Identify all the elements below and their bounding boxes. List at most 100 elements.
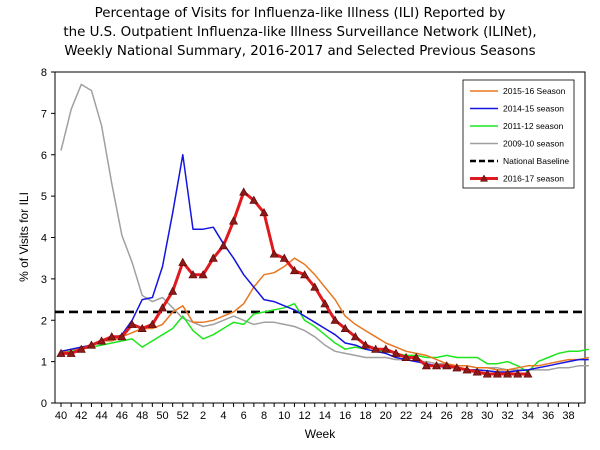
legend: 2015-16 Season 2014-15 season 2011-12 seas… (462, 79, 575, 189)
x-tick-label: 28 (461, 410, 473, 422)
y-tick-label: 5 (41, 191, 47, 203)
data-point-2016-17-season (157, 303, 168, 312)
y-tick-label: 8 (41, 67, 47, 79)
x-tick-label: 6 (241, 410, 247, 422)
x-tick-label: 52 (177, 410, 189, 422)
data-point-2016-17-season (350, 332, 360, 341)
legend-label: 2011-12 season (503, 121, 564, 131)
x-tick-label: 42 (75, 410, 87, 422)
series-layer (55, 83, 589, 378)
data-point-2016-17-season (188, 270, 198, 279)
data-point-2016-17-season (523, 369, 533, 378)
data-point-2016-17-season (259, 208, 269, 217)
data-point-2016-17-season (320, 299, 330, 308)
x-tick-label: 44 (95, 410, 107, 422)
title-line-1: Percentage of Visits for Influenza-like … (94, 6, 506, 21)
x-tick-label: 50 (156, 410, 168, 422)
x-tick-label: 4 (220, 410, 226, 422)
data-point-2016-17-season (421, 361, 431, 370)
x-tick-label: 34 (522, 410, 534, 422)
y-tick-label: 0 (41, 398, 47, 410)
data-point-2016-17-season (300, 270, 310, 279)
y-tick-label: 4 (41, 233, 47, 245)
y-tick-label: 1 (41, 357, 47, 369)
data-point-2016-17-season (340, 323, 350, 333)
x-tick-label: 36 (542, 410, 554, 422)
data-point-2016-17-season (239, 187, 249, 196)
x-tick-label: 12 (298, 410, 310, 422)
x-tick-label: 24 (420, 410, 432, 422)
data-point-2016-17-season (178, 257, 188, 266)
x-tick-label: 22 (400, 410, 412, 422)
data-point-2016-17-season (218, 241, 228, 250)
data-point-2016-17-season (310, 282, 320, 291)
series-line-2011-12-season (60, 302, 589, 373)
data-point-2016-17-season (462, 365, 472, 374)
data-point-2016-17-season (269, 249, 279, 258)
data-point-2016-17-season (137, 323, 147, 333)
x-tick-label: 32 (501, 410, 513, 422)
x-tick-label: 8 (261, 410, 267, 422)
data-point-2016-17-season (198, 270, 208, 279)
data-point-2016-17-season (56, 348, 66, 357)
data-point-2016-17-season (249, 195, 259, 204)
x-tick-label: 2 (200, 410, 206, 422)
data-point-2016-17-season (208, 253, 218, 262)
data-point-2016-17-season (381, 344, 391, 353)
data-point-2016-17-season (472, 367, 482, 376)
y-tick-label: 6 (41, 150, 47, 162)
data-point-2016-17-season (86, 340, 96, 349)
data-point-2016-17-season (127, 319, 137, 328)
chart-title: Percentage of Visits for Influenza-like … (0, 4, 600, 61)
data-point-2016-17-season (492, 369, 502, 378)
x-tick-label: 14 (319, 410, 331, 422)
x-axis-label: Week (305, 427, 336, 441)
y-axis: 0 1 2 3 4 5 6 7 8 (41, 67, 55, 410)
x-tick-label: 10 (278, 410, 290, 422)
x-tick-label: 30 (481, 410, 493, 422)
x-tick-label: 38 (562, 410, 574, 422)
legend-label: National Baseline (503, 156, 569, 166)
legend-label: 2015-16 Season (503, 86, 566, 96)
data-point-2016-17-season (371, 344, 381, 353)
title-line-3: Weekly National Summary, 2016-2017 and S… (64, 44, 536, 59)
x-tick-label: 20 (380, 410, 392, 422)
x-tick-label: 48 (136, 410, 148, 422)
data-point-2016-17-season (442, 361, 452, 370)
y-tick-label: 2 (41, 315, 47, 327)
data-point-2016-17-season (411, 352, 421, 361)
data-point-2016-17-season (452, 363, 462, 372)
legend-box (462, 79, 575, 189)
data-point-2016-17-season (97, 336, 107, 345)
series-line-2009-10-season (60, 83, 589, 371)
data-point-2016-17-season (432, 361, 442, 370)
data-point-2016-17-season (147, 319, 157, 328)
y-tick-label: 7 (41, 108, 47, 120)
series-line-2015-16-season (60, 257, 589, 371)
series-line-2016-17-season (61, 190, 528, 376)
x-axis: 40 42 44 46 48 50 52 2 4 6 8 10 12 14 16 18 20 22 24 26 28 30… (55, 403, 580, 422)
x-tick-label: 18 (359, 410, 371, 422)
data-point-2016-17-season (401, 352, 411, 361)
x-tick-label: 40 (55, 410, 67, 422)
y-tick-label: 3 (41, 274, 47, 286)
legend-marker (479, 174, 489, 182)
data-point-2016-17-season (360, 340, 371, 349)
x-tick-label: 26 (441, 410, 453, 422)
series-line-2014-15-season (60, 154, 589, 373)
data-point-2016-17-season (482, 369, 492, 378)
y-axis-label: % of Visits for ILI (17, 192, 31, 282)
legend-label: 2016-17 season (503, 174, 564, 184)
data-point-2016-17-season (117, 332, 127, 341)
data-point-2016-17-season (330, 315, 340, 324)
data-point-2016-17-season (168, 286, 178, 295)
x-tick-label: 46 (116, 410, 128, 422)
data-point-2016-17-season (391, 348, 401, 357)
data-point-2016-17-season (289, 265, 299, 275)
data-point-2016-17-season (229, 216, 239, 225)
data-point-2016-17-season (66, 348, 76, 357)
legend-label: 2009-10 season (503, 139, 564, 149)
legend-label: 2014-15 season (503, 104, 564, 114)
